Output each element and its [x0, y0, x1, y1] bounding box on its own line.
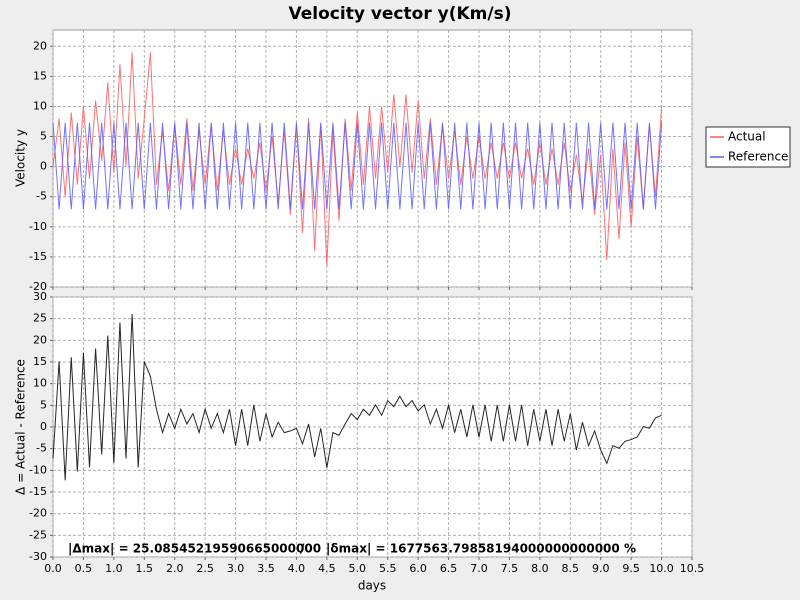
data-line — [52, 122, 663, 210]
x-tick-label: 7.5 — [501, 562, 519, 575]
annotation: / — [300, 542, 305, 556]
y-tick-label: -20 — [29, 280, 47, 293]
x-tick-label: 8.5 — [562, 562, 580, 575]
y-axis-label: Velocity y — [14, 129, 28, 187]
y-tick-label: 15 — [33, 355, 47, 368]
x-tick-label: 10.0 — [649, 562, 674, 575]
y-tick-label: 5 — [40, 130, 47, 143]
y-tick-label: 25 — [33, 312, 47, 325]
y-tick-label: -30 — [29, 550, 47, 563]
x-tick-label: 5.5 — [379, 562, 397, 575]
y-tick-label: -15 — [29, 485, 47, 498]
y-tick-label: 0 — [40, 160, 47, 173]
y-tick-label: 20 — [33, 333, 47, 346]
y-tick-label: -20 — [29, 507, 47, 520]
x-tick-label: 10.5 — [680, 562, 705, 575]
x-tick-label: 3.5 — [257, 562, 275, 575]
x-tick-label: 1.0 — [105, 562, 123, 575]
y-tick-label: 15 — [33, 69, 47, 82]
y-tick-label: -15 — [29, 250, 47, 263]
y-tick-label: -5 — [36, 190, 47, 203]
chart-title: Velocity vector y(Km/s) — [289, 4, 512, 24]
data-line — [52, 313, 662, 481]
x-tick-label: 7.0 — [470, 562, 488, 575]
y-tick-label: 10 — [33, 377, 47, 390]
x-tick-label: 3.0 — [227, 562, 245, 575]
x-tick-label: 9.0 — [592, 562, 610, 575]
x-tick-label: 0.0 — [44, 562, 62, 575]
x-tick-label: 0.5 — [75, 562, 93, 575]
y-tick-label: -10 — [29, 220, 47, 233]
x-tick-label: 2.5 — [196, 562, 214, 575]
y-tick-label: -5 — [36, 442, 47, 455]
annotation: |δmax| = 1677563.79858194000000000000 % — [326, 542, 636, 556]
annotation: |Δmax| = 25.08545219590665000000 — [68, 542, 321, 556]
y-tick-label: 20 — [33, 39, 47, 52]
y-tick-label: -25 — [29, 528, 47, 541]
x-tick-label: 8.0 — [531, 562, 549, 575]
x-tick-label: 6.0 — [409, 562, 427, 575]
x-tick-label: 1.5 — [136, 562, 154, 575]
legend-label: Reference — [728, 150, 788, 164]
y-tick-label: 5 — [40, 398, 47, 411]
x-axis-label: days — [358, 579, 386, 593]
x-tick-label: 4.5 — [318, 562, 336, 575]
y-tick-label: 0 — [40, 420, 47, 433]
y-tick-label: 10 — [33, 99, 47, 112]
legend-label: Actual — [728, 130, 766, 144]
x-tick-label: 5.0 — [349, 562, 367, 575]
y-tick-label: -10 — [29, 463, 47, 476]
y-tick-label: 30 — [33, 290, 47, 303]
x-tick-label: 6.5 — [440, 562, 458, 575]
x-tick-label: 9.5 — [622, 562, 640, 575]
y-axis-label: Δ = Actual - Reference — [14, 359, 28, 495]
x-tick-label: 2.0 — [166, 562, 184, 575]
legend-box — [705, 126, 791, 168]
x-tick-label: 4.0 — [288, 562, 306, 575]
data-line — [52, 52, 663, 266]
